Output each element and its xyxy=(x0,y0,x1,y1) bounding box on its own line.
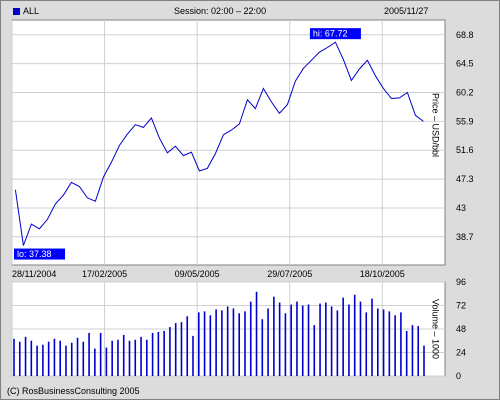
price-tick-label: 47.3 xyxy=(456,174,474,184)
price-tick-label: 38.7 xyxy=(456,232,474,242)
price-series-line xyxy=(14,41,424,246)
low-label: lo: 37.38 xyxy=(17,249,52,259)
x-tick-label: 29/07/2005 xyxy=(267,269,312,279)
volume-axis-title: Volume – 1000 xyxy=(431,299,441,359)
high-label-box xyxy=(309,28,361,40)
session-text: Session: 02:00 – 22:00 xyxy=(174,6,267,16)
price-tick-label: 68.8 xyxy=(456,30,474,40)
low-label-box xyxy=(14,248,65,260)
copyright-text: (C) RosBusinessConsulting 2005 xyxy=(7,386,140,396)
price-tick-label: 43 xyxy=(456,203,466,213)
volume-tick-label: 72 xyxy=(456,301,466,311)
volume-tick-label: 96 xyxy=(456,277,466,287)
price-tick-label: 55.9 xyxy=(456,116,474,126)
volume-tick-label: 48 xyxy=(456,324,466,334)
series-label: ALL xyxy=(23,6,40,16)
price-axis-title: Price – USD/bbl xyxy=(431,93,441,157)
chart-date: 2005/11/27 xyxy=(384,6,429,16)
x-tick-label: 09/05/2005 xyxy=(175,269,220,279)
x-tick-label: 28/11/2004 xyxy=(12,269,56,279)
price-tick-label: 51.6 xyxy=(456,145,474,155)
volume-tick-label: 0 xyxy=(456,371,461,381)
date-axis-band xyxy=(12,266,445,281)
high-label: hi: 67.72 xyxy=(313,29,348,39)
x-tick-label: 18/10/2005 xyxy=(360,269,405,279)
price-plot-area xyxy=(11,19,446,266)
price-tick-label: 64.5 xyxy=(456,59,474,69)
x-tick-label: 17/02/2005 xyxy=(82,269,127,279)
volume-tick-label: 24 xyxy=(456,348,466,358)
legend-swatch xyxy=(13,8,20,15)
price-tick-label: 60.2 xyxy=(456,87,474,97)
